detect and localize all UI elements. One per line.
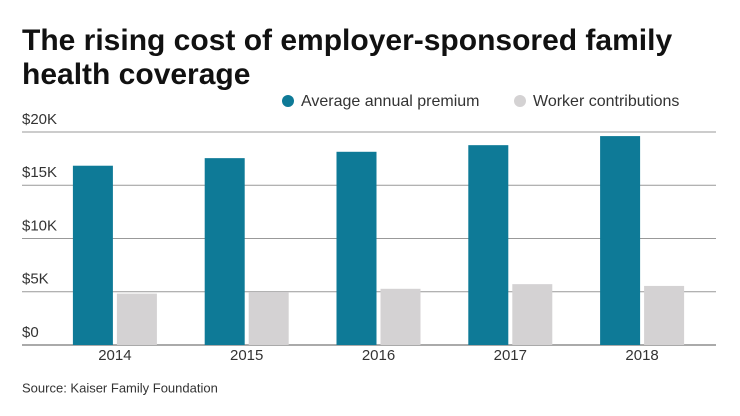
bar <box>204 158 245 345</box>
bar <box>644 285 685 345</box>
chart-title: health coverage <box>22 58 250 91</box>
x-tick-label: 2018 <box>625 347 658 364</box>
bar <box>512 284 553 345</box>
bar <box>468 145 509 345</box>
legend-label: Average annual premium <box>301 93 479 110</box>
source: Source: Kaiser Family Foundation <box>22 380 218 395</box>
bar <box>600 136 641 345</box>
x-tick-label: 2014 <box>98 347 131 364</box>
y-tick-label: $20K <box>22 111 57 128</box>
y-tick-label: $15K <box>22 164 57 181</box>
chart-title: The rising cost of employer-sponsored fa… <box>22 24 672 57</box>
legend-label: Worker contributions <box>533 93 679 110</box>
bar <box>116 293 157 345</box>
y-tick-label: $10K <box>22 217 57 234</box>
bar <box>72 165 113 345</box>
legend-marker <box>282 95 294 107</box>
x-tick-label: 2017 <box>494 347 527 364</box>
x-tick-label: 2015 <box>230 347 263 364</box>
bar <box>380 288 421 345</box>
y-tick-label: $5K <box>22 271 49 288</box>
legend-marker <box>514 95 526 107</box>
x-tick-label: 2016 <box>362 347 395 364</box>
bar <box>336 151 377 345</box>
y-tick-label: $0 <box>22 324 39 341</box>
bar <box>248 292 289 345</box>
